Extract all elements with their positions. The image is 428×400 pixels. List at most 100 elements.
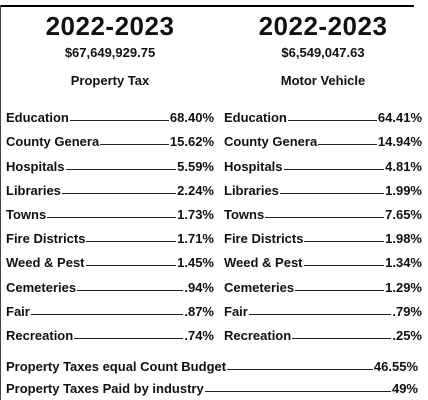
list-item: Education 68.40%: [6, 101, 214, 125]
item-value: 1.71%: [177, 231, 214, 247]
leader-line: [283, 168, 385, 170]
leader-line: [30, 313, 184, 315]
summary-value: 49%: [391, 381, 418, 396]
leader-line: [65, 168, 177, 170]
item-label: County Genera: [224, 134, 318, 150]
item-value: 4.81%: [385, 158, 422, 174]
item-label: Cemeteries: [224, 279, 295, 295]
motor-vehicle-column: 2022-2023 $6,549,047.63 Motor Vehicle Ed…: [224, 10, 422, 343]
item-label: Weed & Pest: [224, 255, 303, 271]
list-item: County Genera 15.62%: [6, 125, 214, 149]
item-value: 1.98%: [385, 231, 422, 247]
property-tax-column: 2022-2023 $67,649,929.75 Property Tax Ed…: [6, 10, 214, 343]
leader-line: [69, 120, 169, 122]
leader-line: [86, 241, 177, 243]
list-item: Recreation .25%: [224, 319, 422, 343]
item-value: 1.29%: [385, 279, 422, 295]
motor-vehicle-list: Education 64.41% County Genera 14.94% Hosp…: [224, 101, 422, 343]
item-value: 68.40%: [169, 110, 214, 126]
list-item: Weed & Pest 1.45%: [6, 246, 214, 270]
list-item: Cemeteries 1.29%: [224, 270, 422, 295]
leader-line: [248, 313, 392, 315]
list-item: Towns 1.73%: [6, 198, 214, 222]
leader-line: [77, 289, 184, 291]
item-label: Recreation: [224, 327, 292, 343]
leader-line: [85, 265, 177, 267]
item-value: 1.45%: [177, 255, 214, 271]
leader-line: [318, 144, 377, 146]
item-label: Libraries: [224, 182, 279, 198]
list-item: Libraries 2.24%: [6, 174, 214, 198]
item-label: Fair: [6, 303, 30, 319]
list-item: Fire Districts 1.71%: [6, 222, 214, 246]
summary-label: Property Taxes equal Count Budget: [6, 359, 227, 374]
summary-label: Property Taxes Paid by industry: [6, 381, 204, 396]
property-tax-amount: $67,649,929.75: [64, 45, 156, 60]
item-value: .74%: [184, 327, 214, 343]
item-label: Hospitals: [224, 158, 283, 174]
item-label: Towns: [224, 206, 265, 222]
item-value: 2.24%: [177, 182, 214, 198]
item-value: 15.62%: [169, 134, 214, 150]
item-label: Cemeteries: [6, 279, 77, 295]
item-value: 1.34%: [385, 255, 422, 271]
item-label: Towns: [6, 206, 47, 222]
top-rule: [0, 5, 414, 7]
list-item: Recreation .74%: [6, 319, 214, 343]
item-value: .94%: [184, 279, 214, 295]
leader-line: [295, 289, 385, 291]
item-label: County Genera: [6, 134, 100, 150]
leader-line: [47, 216, 177, 218]
motor-vehicle-amount: $6,549,047.63: [281, 45, 365, 60]
summary-value: 46.55%: [373, 359, 418, 374]
item-label: Fair: [224, 303, 248, 319]
property-tax-heading: Property Tax: [70, 73, 150, 88]
item-label: Recreation: [6, 327, 74, 343]
list-item: Libraries 1.99%: [224, 174, 422, 198]
leader-line: [292, 337, 392, 339]
property-tax-list: Education 68.40% County Genera 15.62% Hosp…: [6, 101, 214, 343]
list-item: Cemeteries .94%: [6, 270, 214, 295]
item-value: 64.41%: [377, 110, 422, 126]
item-label: Hospitals: [6, 158, 65, 174]
item-value: .87%: [184, 303, 214, 319]
list-item: Hospitals 5.59%: [6, 149, 214, 174]
leader-line: [61, 192, 177, 194]
left-rule: [0, 5, 1, 400]
list-item: Fire Districts 1.98%: [224, 222, 422, 246]
item-label: Fire Districts: [6, 231, 86, 247]
leader-line: [265, 216, 385, 218]
item-value: 1.99%: [385, 182, 422, 198]
leader-line: [303, 265, 385, 267]
summary-section: Property Taxes equal Count Budget 46.55% …: [6, 352, 418, 396]
summary-row: Property Taxes Paid by industry 49%: [6, 374, 418, 396]
item-label: Fire Districts: [224, 231, 304, 247]
list-item: Fair .79%: [224, 295, 422, 319]
list-item: County Genera 14.94%: [224, 125, 422, 149]
item-label: Education: [6, 110, 69, 126]
list-item: Fair .87%: [6, 295, 214, 319]
list-item: Weed & Pest 1.34%: [224, 246, 422, 270]
motor-vehicle-year: 2022-2023: [258, 11, 388, 41]
item-value: 1.73%: [177, 206, 214, 222]
item-value: 7.65%: [385, 206, 422, 222]
item-value: 14.94%: [377, 134, 422, 150]
item-label: Weed & Pest: [6, 255, 85, 271]
leader-line: [227, 369, 373, 370]
list-item: Education 64.41%: [224, 101, 422, 125]
leader-line: [74, 337, 184, 339]
item-label: Libraries: [6, 182, 61, 198]
leader-line: [287, 120, 377, 122]
item-value: 5.59%: [177, 158, 214, 174]
item-label: Education: [224, 110, 287, 126]
leader-line: [100, 144, 169, 146]
motor-vehicle-heading: Motor Vehicle: [280, 73, 366, 88]
list-item: Hospitals 4.81%: [224, 149, 422, 174]
summary-row: Property Taxes equal Count Budget 46.55%: [6, 352, 418, 374]
item-value: .79%: [392, 303, 422, 319]
item-value: .25%: [392, 327, 422, 343]
leader-line: [204, 391, 391, 392]
leader-line: [279, 192, 385, 194]
property-tax-year: 2022-2023: [45, 11, 175, 41]
list-item: Towns 7.65%: [224, 198, 422, 222]
